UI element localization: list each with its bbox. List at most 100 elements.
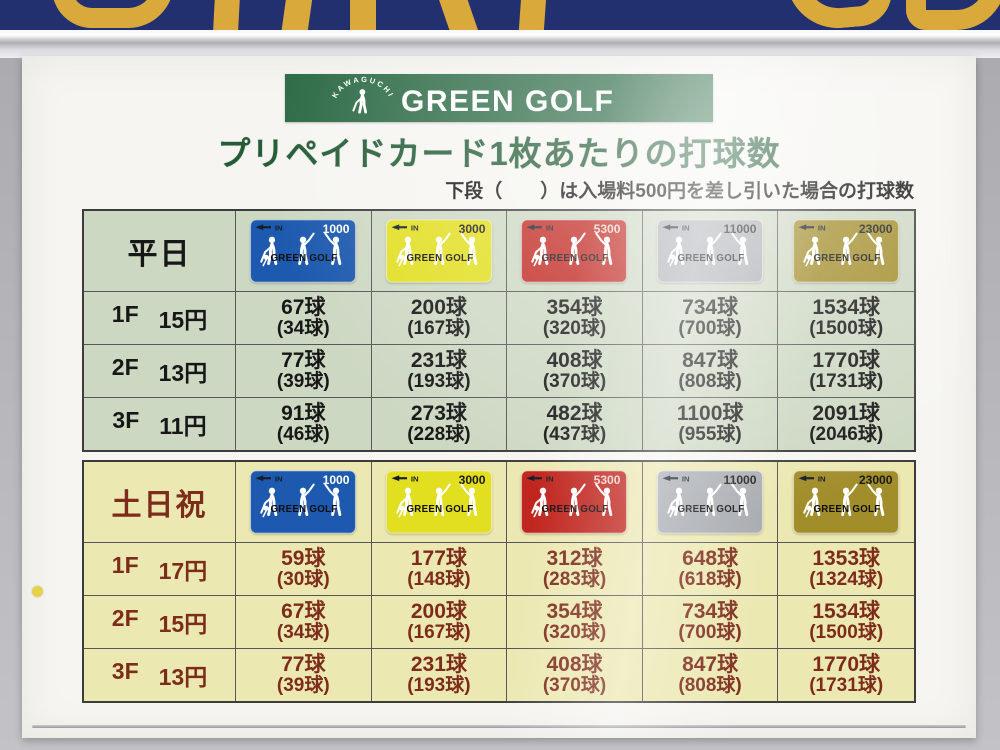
sign-letter-fragment [436, 0, 479, 30]
golfer-silhouette-icon [434, 232, 451, 266]
card-art-1000: IN 1000 GREEN GOLF [250, 219, 357, 283]
golfer-silhouette-icon [569, 232, 587, 266]
table-row: 2F 13円 77球 (39球) 231球 (193球) 408球 (370球) 84… [84, 344, 914, 397]
floor-price-label: 1F 17円 [112, 552, 207, 586]
card-brand-label: GREEN GOLF [271, 253, 338, 264]
prepaid-card-3000: IN 3000 GREEN GOLF [385, 219, 493, 283]
golfer-silhouette-icon [705, 483, 722, 517]
ball-count-cell: 231球 (193球) [371, 648, 508, 701]
sign-letter-fragment [518, 0, 547, 30]
in-arrow-icon [255, 475, 264, 482]
ball-count-cell: 1770球 (1731球) [778, 648, 914, 701]
ball-count-cell: 200球 (167球) [371, 595, 508, 648]
card-brand-label: GREEN GOLF [271, 504, 338, 515]
card-denomination: 1000 [323, 473, 350, 487]
mini-golfer-mark [806, 254, 812, 260]
prepaid-card-3000: IN 3000 GREEN GOLF [385, 470, 493, 534]
golfer-silhouette-icon [298, 232, 315, 266]
in-arrow-icon [391, 224, 400, 231]
price-per-ball: 13円 [158, 664, 208, 690]
golfer-silhouette-icon [260, 487, 278, 517]
sign-letter-fragment [785, 0, 895, 30]
golfer-silhouette-icon [434, 483, 451, 517]
ball-count-cell: 67球 (34球) [236, 595, 372, 648]
ball-count-cell: 408球 (370球) [507, 648, 643, 701]
mini-golfer-mark [670, 254, 676, 260]
floor-price-label: 3F 13円 [112, 658, 207, 692]
ball-count-cell: 312球 (283球) [507, 542, 643, 595]
ball-count-cell: 1353球 (1324球) [778, 542, 914, 595]
floor-price-label: 3F 11円 [112, 407, 206, 441]
in-arrow-icon [662, 475, 671, 482]
card-in-label: IN [546, 224, 554, 233]
card-in-label: IN [411, 475, 419, 484]
card-brand-label: GREEN GOLF [406, 504, 473, 515]
floor-price-label: 1F 15円 [112, 301, 207, 335]
mini-golfer-mark [535, 254, 541, 260]
mini-golfer-mark [399, 505, 405, 511]
golfer-silhouette-icon [531, 236, 549, 266]
prepaid-card-11000: IN 11000 GREEN GOLF [656, 219, 764, 283]
card-denomination: 11000 [724, 222, 757, 236]
card-in-label: IN [818, 224, 826, 233]
green-golf-logo-art: KAWAGUCHI GREEN GOLF [330, 75, 613, 118]
golfer-silhouette-icon [803, 487, 821, 517]
ball-count-cell: 91球 (46球) [236, 397, 372, 450]
ball-count-cell: 354球 (320球) [507, 291, 643, 344]
card-denomination: 1000 [323, 222, 350, 236]
card-art-11000: IN 11000 GREEN GOLF [656, 219, 764, 283]
ball-count-cell: 734球 (700球) [642, 595, 779, 648]
ball-count-cell: 482球 (437球) [507, 397, 643, 450]
golfer-silhouette-icon [460, 483, 478, 517]
floor: 2F [111, 605, 139, 631]
price-poster: KAWAGUCHI GREEN GOLF プリペイドカード1枚あたりの打球数 下… [22, 56, 976, 738]
weekday-header-row: 平日 IN 1000 GREEN GOLF IN 3000 [84, 211, 914, 291]
in-arrow-icon [798, 475, 807, 482]
golfer-silhouette-icon [705, 232, 722, 266]
mini-golfer-mark [535, 505, 541, 511]
floor: 3F [112, 407, 140, 433]
table-row: 1F 15円 67球 (34球) 200球 (167球) 354球 (320球) 73… [84, 291, 914, 344]
in-arrow-icon [255, 224, 264, 231]
mini-golfer-mark [263, 505, 269, 511]
ball-count-cell: 1770球 (1731球) [778, 344, 914, 397]
sign-letter-fragment [350, 0, 376, 30]
price-per-ball: 17円 [158, 558, 208, 584]
card-denomination: 11000 [724, 473, 757, 487]
card-denomination: 5300 [594, 222, 621, 236]
floor-price-label: 2F 13円 [112, 354, 207, 388]
weekend-label: 土日祝 [111, 489, 208, 522]
card-denomination: 23000 [859, 473, 893, 487]
mini-golfer-mark [399, 254, 405, 260]
card-brand-label: GREEN GOLF [542, 253, 609, 264]
page-subtitle: 下段（ ）は入場料500円を差し引いた場合の打球数 [445, 181, 914, 202]
table-row: 2F 15円 67球 (34球) 200球 (167球) 354球 (320球) 73… [84, 595, 914, 648]
sign-letter-fragment [281, 0, 313, 30]
card-brand-label: GREEN GOLF [814, 253, 881, 264]
card-brand-label: GREEN GOLF [542, 504, 609, 515]
sign-letter-fragment [52, 0, 174, 28]
golfer-silhouette-icon [569, 483, 587, 517]
store-signage-partial-letters [0, 0, 1000, 30]
mini-golfer-mark [670, 505, 676, 511]
ball-count-cell: 734球 (700球) [642, 291, 779, 344]
price-per-ball: 11円 [159, 413, 207, 439]
in-arrow-icon [798, 224, 807, 231]
page-title: プリペイドカード1枚あたりの打球数 [217, 135, 781, 172]
card-in-label: IN [275, 475, 283, 484]
table-row: 1F 17円 59球 (30球) 177球 (148球) 312球 (283球) 64… [84, 542, 914, 595]
card-in-label: IN [682, 475, 690, 484]
price-per-ball: 15円 [158, 611, 208, 637]
card-art-11000: IN 11000 GREEN GOLF [656, 470, 764, 534]
golfer-silhouette-icon [867, 483, 885, 517]
golfer-icon [352, 89, 368, 114]
card-art-5300: IN 5300 GREEN GOLF [521, 219, 628, 283]
floor: 2F [111, 354, 139, 380]
ball-count-cell: 354球 (320球) [507, 595, 643, 648]
in-arrow-icon [391, 475, 400, 482]
in-arrow-icon [526, 224, 535, 231]
floor: 1F [111, 552, 139, 578]
ball-count-cell: 77球 (39球) [236, 344, 372, 397]
in-arrow-icon [662, 224, 671, 231]
ball-count-cell: 273球 (228球) [371, 397, 508, 450]
